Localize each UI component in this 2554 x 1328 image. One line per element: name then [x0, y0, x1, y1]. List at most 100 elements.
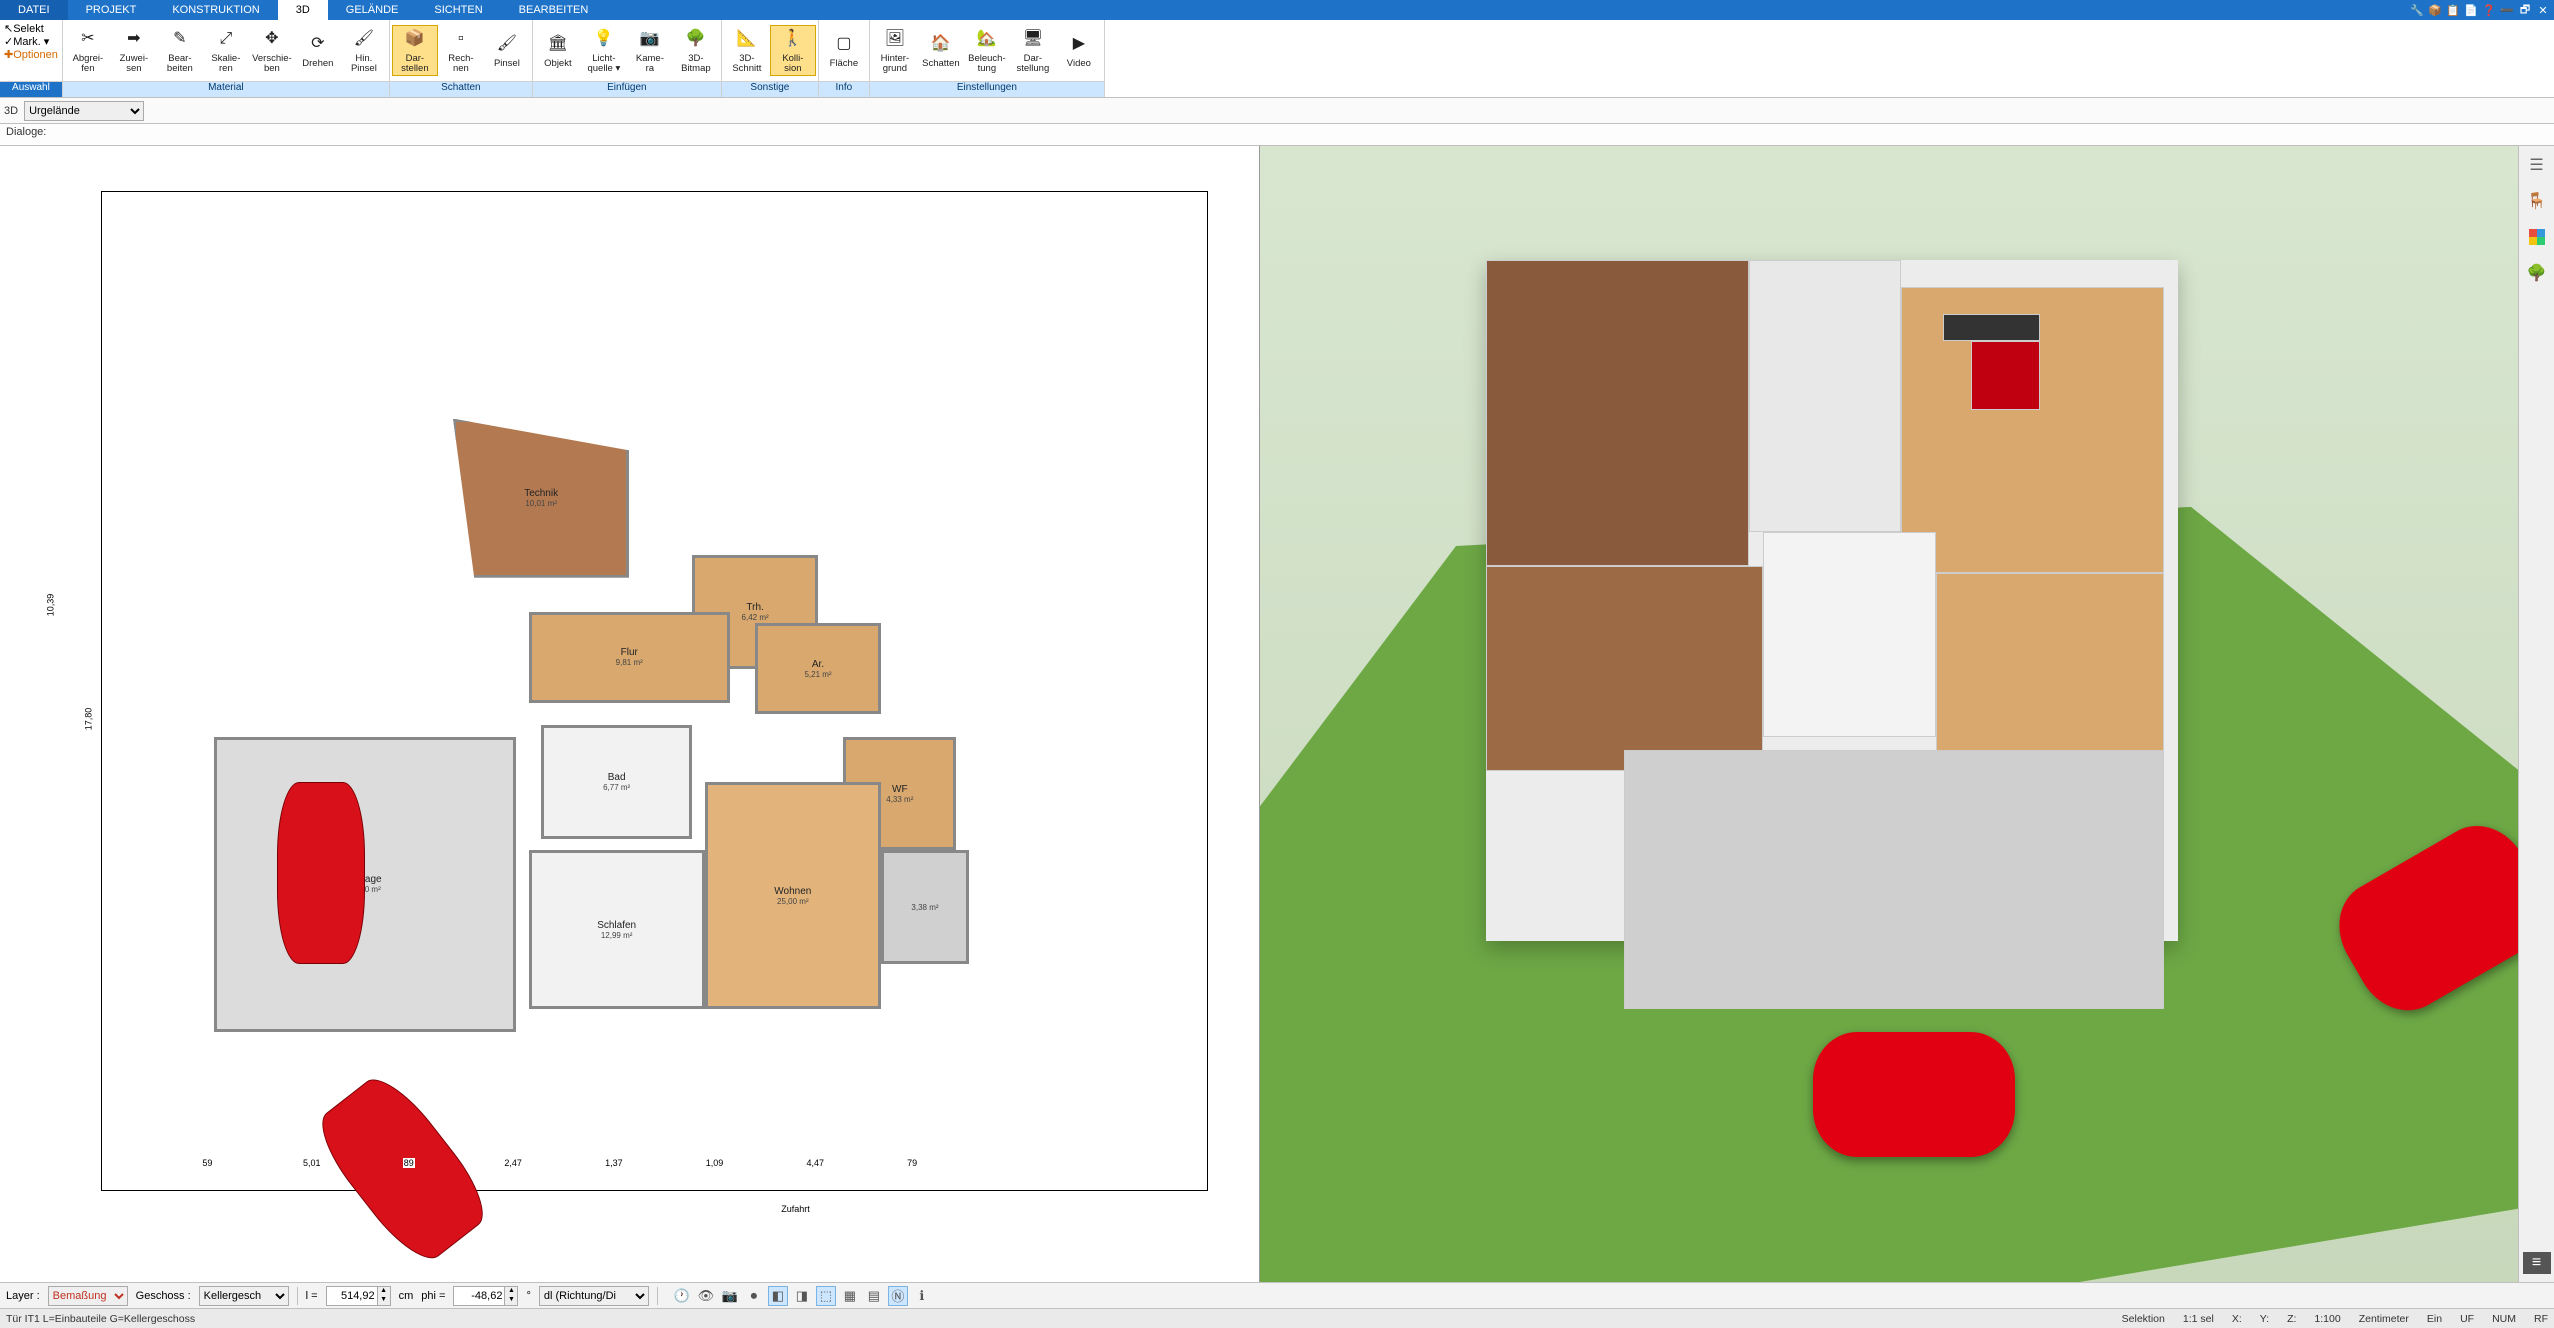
room: Schlafen12,99 m²: [529, 850, 705, 1009]
down-icon[interactable]: ▼: [505, 1296, 517, 1305]
phi-unit: °: [526, 1290, 530, 1302]
close-icon[interactable]: ✕: [2536, 3, 2550, 17]
group-label-material: Material: [63, 81, 389, 97]
ribbon-tool[interactable]: 🏡Beleuch-tung: [964, 26, 1010, 76]
ribbon-tool[interactable]: 🖼Hinter-grund: [872, 26, 918, 76]
ribbon-tool[interactable]: 🌳3D-Bitmap: [673, 26, 719, 76]
doc-icon[interactable]: 📄: [2464, 3, 2478, 17]
ribbon-tool[interactable]: 🖥Dar-stellung: [1010, 26, 1056, 76]
clip-icon[interactable]: 📋: [2446, 3, 2460, 17]
tab-3d[interactable]: 3D: [278, 0, 328, 20]
dim-label: 2,47: [503, 1158, 523, 1168]
shaded-icon[interactable]: ◨: [792, 1286, 812, 1306]
dl-dropdown[interactable]: dl (Richtung/Di: [539, 1286, 649, 1306]
eye-icon[interactable]: 👁: [696, 1286, 716, 1306]
tool-icon[interactable]: 🔧: [2410, 3, 2424, 17]
ribbon-group-einstellungen: 🖼Hinter-grund🏠Schatten🏡Beleuch-tung🖥Dar-…: [870, 20, 1105, 97]
ribbon-tool[interactable]: 🖌Pinsel: [484, 31, 530, 71]
group-label-info: Info: [819, 81, 869, 97]
ribbon-tool[interactable]: ▫Rech-nen: [438, 26, 484, 76]
collapse-icon[interactable]: ≡: [2523, 1252, 2551, 1274]
grid-icon[interactable]: ▤: [864, 1286, 884, 1306]
box-icon[interactable]: 📦: [2428, 3, 2442, 17]
ribbon-tool[interactable]: 🏠Schatten: [918, 31, 964, 71]
mark-dropdown[interactable]: ✓Mark. ▾: [4, 35, 49, 48]
layer-select[interactable]: Urgelände: [24, 101, 144, 121]
solid-icon[interactable]: ▦: [840, 1286, 860, 1306]
ribbon-tool[interactable]: 🏛Objekt: [535, 31, 581, 71]
options-button[interactable]: ✚Optionen: [4, 48, 58, 61]
up-icon[interactable]: ▲: [378, 1287, 390, 1296]
dialoge-bar: Dialoge:: [0, 124, 2554, 146]
tab-datei[interactable]: DATEI: [0, 0, 68, 20]
tab-gelaende[interactable]: GELÄNDE: [328, 0, 417, 20]
phi-input[interactable]: [453, 1286, 505, 1306]
2d-plan-view[interactable]: Technik10,01 m²Trh.6,42 m²Flur9,81 m²Ar.…: [0, 146, 1260, 1282]
record-icon[interactable]: ⏺: [744, 1286, 764, 1306]
tree-icon[interactable]: 🌳: [2526, 262, 2548, 284]
group-label-sonstige: Sonstige: [722, 81, 818, 97]
ribbon-tool[interactable]: ➡Zuwei-sen: [111, 26, 157, 76]
ribbon-tool[interactable]: 💡Licht-quelle ▾: [581, 26, 627, 76]
wire-icon[interactable]: ⬚: [816, 1286, 836, 1306]
status-left: Tür IT1 L=Einbauteile G=Kellergeschoss: [6, 1313, 195, 1325]
ribbon-group-info: ▢Fläche Info: [819, 20, 870, 97]
tab-konstruktion[interactable]: KONSTRUKTION: [154, 0, 277, 20]
layer-dropdown[interactable]: Bemaßung: [48, 1286, 128, 1306]
info-icon[interactable]: ℹ: [912, 1286, 932, 1306]
ribbon-group-schatten: 📦Dar-stellen▫Rech-nen🖌Pinsel Schatten: [390, 20, 533, 97]
room: Wohnen25,00 m²: [705, 782, 881, 1009]
ribbon-tool[interactable]: 📷Kame-ra: [627, 26, 673, 76]
down-icon[interactable]: ▼: [378, 1296, 390, 1305]
help-icon[interactable]: ❓: [2482, 3, 2496, 17]
ribbon-tool[interactable]: ▢Fläche: [821, 31, 867, 71]
3d-view[interactable]: [1260, 146, 2519, 1282]
ribbon-tool[interactable]: ✂Abgrei-fen: [65, 26, 111, 76]
group-label-einfuegen: Einfügen: [533, 81, 721, 97]
status-x: X:: [2232, 1313, 2242, 1325]
side-toolbox: ☰ 🪑 🌳 ≡: [2518, 146, 2554, 1282]
ribbon-tool[interactable]: 🚶Kolli-sion: [770, 25, 816, 77]
tab-projekt[interactable]: PROJEKT: [68, 0, 155, 20]
ribbon-tool[interactable]: 📐3D-Schnitt: [724, 26, 770, 76]
view-selector-bar: 3D Urgelände: [0, 98, 2554, 124]
status-bar: Tür IT1 L=Einbauteile G=Kellergeschoss S…: [0, 1308, 2554, 1328]
house-3d: [1486, 260, 2178, 942]
north-icon[interactable]: Ⓝ: [888, 1286, 908, 1306]
ribbon-tool[interactable]: 📦Dar-stellen: [392, 25, 438, 77]
ribbon-tool[interactable]: ✎Bear-beiten: [157, 26, 203, 76]
dim-label: 79: [906, 1158, 918, 1168]
tab-sichten[interactable]: SICHTEN: [416, 0, 500, 20]
status-scale: 1:100: [2314, 1313, 2340, 1325]
group-label-schatten: Schatten: [390, 81, 532, 97]
ribbon-tool[interactable]: ⤢Skalie-ren: [203, 26, 249, 76]
car-3d: [1813, 1032, 2014, 1157]
zufahrt-label: Zufahrt: [780, 1204, 811, 1214]
palette-icon[interactable]: [2526, 226, 2548, 248]
dim-label: 10,39: [45, 593, 55, 618]
up-icon[interactable]: ▲: [505, 1287, 517, 1296]
ribbon-tool[interactable]: 🖌Hin.Pinsel: [341, 26, 387, 76]
dim-label: 59: [201, 1158, 213, 1168]
l-input[interactable]: [326, 1286, 378, 1306]
status-z: Z:: [2287, 1313, 2296, 1325]
room: 3,38 m²: [881, 850, 969, 964]
outline-icon[interactable]: ◧: [768, 1286, 788, 1306]
geschoss-label: Geschoss :: [136, 1290, 191, 1302]
minimize-icon[interactable]: ➖: [2500, 3, 2514, 17]
select-button[interactable]: ↖Selekt: [4, 22, 44, 35]
ribbon-tool[interactable]: ⟳Drehen: [295, 31, 341, 71]
dim-label: 5,01: [302, 1158, 322, 1168]
restore-icon[interactable]: 🗗: [2518, 3, 2532, 17]
furniture-icon[interactable]: 🪑: [2526, 190, 2548, 212]
status-ein: Ein: [2427, 1313, 2442, 1325]
layers-icon[interactable]: ☰: [2526, 154, 2548, 176]
clock-icon[interactable]: 🕐: [672, 1286, 692, 1306]
geschoss-dropdown[interactable]: Kellergesch: [199, 1286, 289, 1306]
camera-icon[interactable]: 📷: [720, 1286, 740, 1306]
view-mode-icons: 🕐 👁 📷 ⏺ ◧ ◨ ⬚ ▦ ▤ Ⓝ ℹ: [672, 1286, 932, 1306]
ribbon-group-sonstige: 📐3D-Schnitt🚶Kolli-sion Sonstige: [722, 20, 819, 97]
tab-bearbeiten[interactable]: BEARBEITEN: [501, 0, 607, 20]
ribbon-tool[interactable]: ✥Verschie-ben: [249, 26, 295, 76]
ribbon-tool[interactable]: ▶Video: [1056, 31, 1102, 71]
